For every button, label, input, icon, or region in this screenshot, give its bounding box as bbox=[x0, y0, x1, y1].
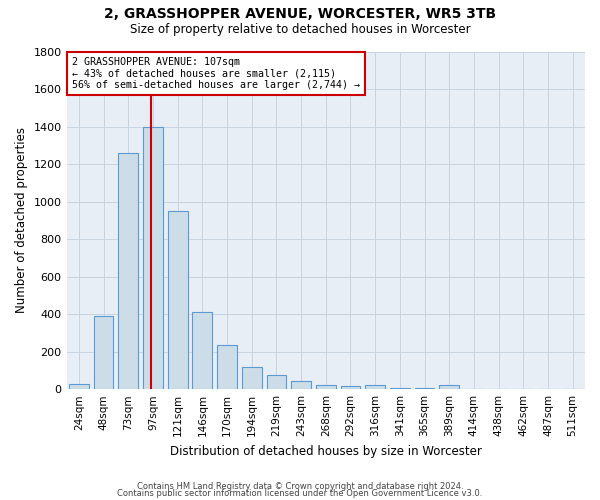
Bar bbox=[168, 211, 188, 389]
Bar bbox=[242, 366, 262, 389]
Text: Contains public sector information licensed under the Open Government Licence v3: Contains public sector information licen… bbox=[118, 489, 482, 498]
Bar bbox=[341, 386, 361, 389]
Bar bbox=[143, 126, 163, 389]
Bar bbox=[266, 375, 286, 389]
Text: Size of property relative to detached houses in Worcester: Size of property relative to detached ho… bbox=[130, 22, 470, 36]
Bar bbox=[439, 386, 459, 389]
Bar bbox=[316, 386, 335, 389]
Text: 2 GRASSHOPPER AVENUE: 107sqm
← 43% of detached houses are smaller (2,115)
56% of: 2 GRASSHOPPER AVENUE: 107sqm ← 43% of de… bbox=[72, 56, 360, 90]
Bar bbox=[217, 345, 237, 389]
Text: 2, GRASSHOPPER AVENUE, WORCESTER, WR5 3TB: 2, GRASSHOPPER AVENUE, WORCESTER, WR5 3T… bbox=[104, 8, 496, 22]
X-axis label: Distribution of detached houses by size in Worcester: Distribution of detached houses by size … bbox=[170, 444, 482, 458]
Bar bbox=[69, 384, 89, 389]
Y-axis label: Number of detached properties: Number of detached properties bbox=[15, 128, 28, 314]
Bar bbox=[193, 312, 212, 389]
Bar bbox=[365, 386, 385, 389]
Text: Contains HM Land Registry data © Crown copyright and database right 2024.: Contains HM Land Registry data © Crown c… bbox=[137, 482, 463, 491]
Bar bbox=[390, 388, 410, 389]
Bar bbox=[415, 388, 434, 389]
Bar bbox=[94, 316, 113, 389]
Bar bbox=[118, 153, 138, 389]
Bar bbox=[291, 380, 311, 389]
